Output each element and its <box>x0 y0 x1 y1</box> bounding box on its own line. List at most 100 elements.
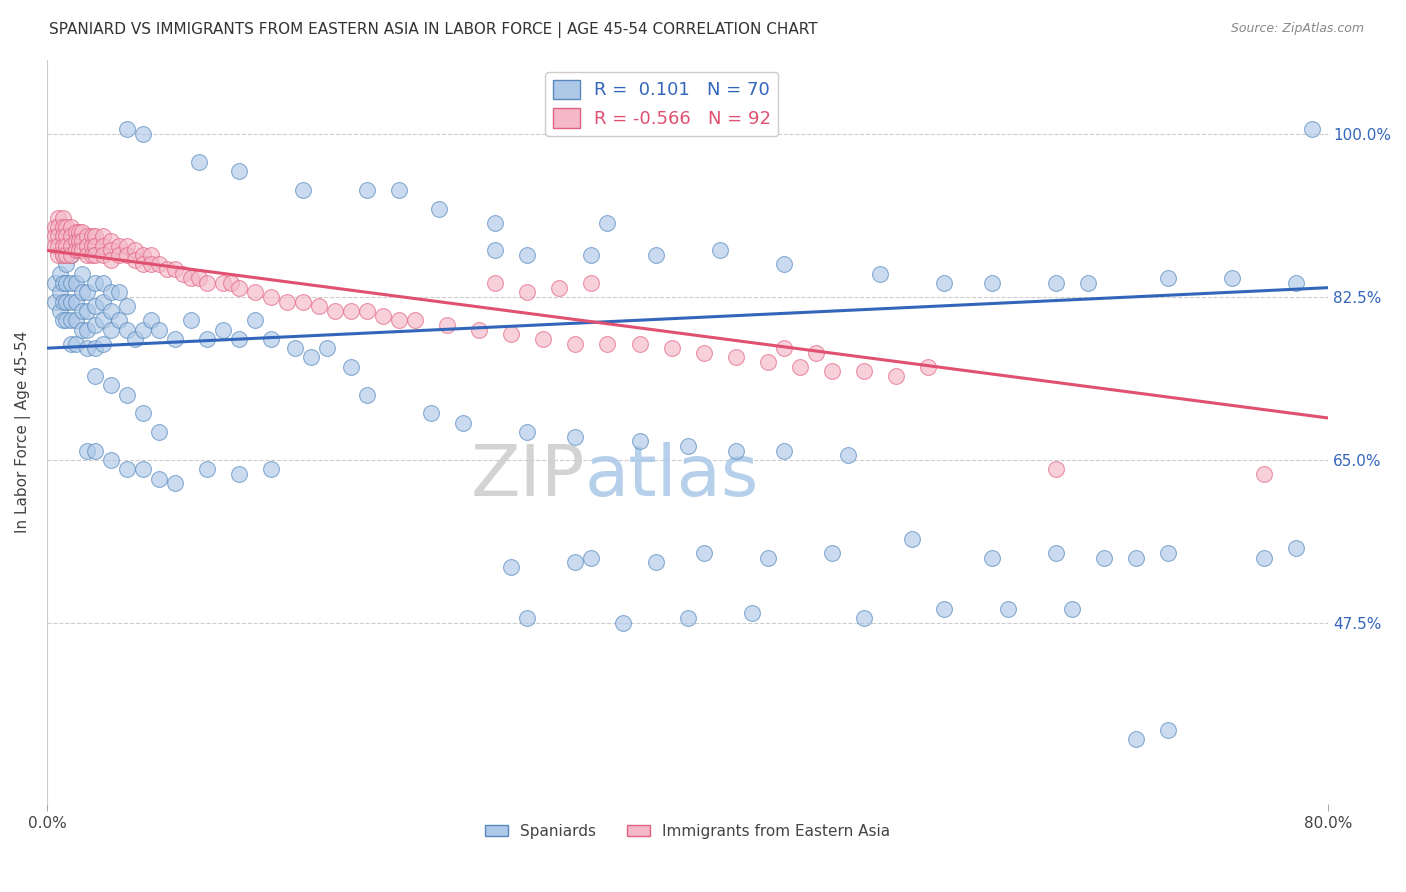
Point <box>1125 732 1147 747</box>
Point <box>55 294 77 309</box>
Point <box>65 336 87 351</box>
Point <box>292 294 315 309</box>
Point <box>124 332 146 346</box>
Point <box>132 322 155 336</box>
Point <box>195 332 218 346</box>
Point <box>612 615 634 630</box>
Point <box>772 257 794 271</box>
Point <box>884 369 907 384</box>
Point <box>292 183 315 197</box>
Point <box>821 546 844 560</box>
Point <box>91 313 114 327</box>
Point <box>1253 467 1275 481</box>
Point <box>76 322 98 336</box>
Point <box>212 322 235 336</box>
Point <box>100 378 122 392</box>
Point <box>115 299 138 313</box>
Point <box>59 276 82 290</box>
Point <box>756 355 779 369</box>
Point <box>165 262 187 277</box>
Point <box>70 285 93 300</box>
Point <box>533 332 555 346</box>
Point <box>228 332 250 346</box>
Point <box>156 262 179 277</box>
Point <box>340 359 363 374</box>
Point <box>356 183 378 197</box>
Point <box>132 406 155 420</box>
Text: SPANIARD VS IMMIGRANTS FROM EASTERN ASIA IN LABOR FORCE | AGE 45-54 CORRELATION : SPANIARD VS IMMIGRANTS FROM EASTERN ASIA… <box>49 22 818 38</box>
Point <box>804 346 827 360</box>
Point <box>100 453 122 467</box>
Point <box>484 215 506 229</box>
Point <box>70 267 93 281</box>
Point <box>356 304 378 318</box>
Point <box>724 443 747 458</box>
Point <box>1045 462 1067 476</box>
Point <box>46 220 69 235</box>
Point <box>260 290 283 304</box>
Point <box>596 215 619 229</box>
Point <box>59 229 82 244</box>
Point <box>46 229 69 244</box>
Point <box>165 476 187 491</box>
Point <box>501 327 523 342</box>
Point <box>84 443 107 458</box>
Point <box>316 341 339 355</box>
Point <box>100 304 122 318</box>
Point <box>76 443 98 458</box>
Legend: Spaniards, Immigrants from Eastern Asia: Spaniards, Immigrants from Eastern Asia <box>479 818 896 845</box>
Point <box>581 550 603 565</box>
Point <box>388 183 411 197</box>
Point <box>148 257 170 271</box>
Point <box>188 155 211 169</box>
Point <box>837 448 859 462</box>
Point <box>91 229 114 244</box>
Point <box>115 248 138 262</box>
Point <box>55 220 77 235</box>
Point <box>299 351 322 365</box>
Point <box>84 318 107 332</box>
Point <box>1045 276 1067 290</box>
Point <box>115 462 138 476</box>
Point <box>148 471 170 485</box>
Point <box>932 602 955 616</box>
Point <box>596 336 619 351</box>
Point <box>84 369 107 384</box>
Point <box>44 294 66 309</box>
Point <box>52 313 75 327</box>
Point <box>67 234 90 248</box>
Point <box>501 560 523 574</box>
Point <box>76 341 98 355</box>
Point <box>564 429 586 443</box>
Point <box>195 276 218 290</box>
Point <box>91 248 114 262</box>
Point <box>741 607 763 621</box>
Point <box>132 257 155 271</box>
Point <box>1125 550 1147 565</box>
Point <box>564 336 586 351</box>
Point <box>772 443 794 458</box>
Point <box>243 285 266 300</box>
Point <box>46 239 69 253</box>
Point <box>1285 541 1308 556</box>
Point <box>172 267 194 281</box>
Point <box>46 248 69 262</box>
Point <box>180 271 202 285</box>
Point <box>276 294 298 309</box>
Point <box>1060 602 1083 616</box>
Text: ZIP: ZIP <box>471 442 585 511</box>
Point <box>165 332 187 346</box>
Point <box>49 285 72 300</box>
Point <box>84 229 107 244</box>
Point <box>65 244 87 258</box>
Point <box>84 299 107 313</box>
Point <box>1285 276 1308 290</box>
Point <box>139 248 162 262</box>
Point <box>436 318 458 332</box>
Point <box>516 248 538 262</box>
Point <box>52 239 75 253</box>
Point <box>212 276 235 290</box>
Point <box>65 225 87 239</box>
Point <box>628 336 651 351</box>
Point <box>52 220 75 235</box>
